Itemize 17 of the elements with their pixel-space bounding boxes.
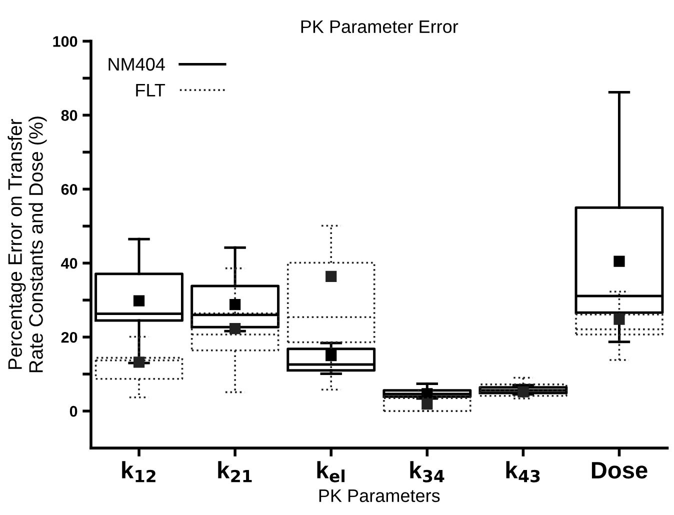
y-tick-label: 80 xyxy=(61,110,78,121)
chart-title: PK Parameter Error xyxy=(301,20,458,34)
x-tick-label: k$_{12}$ xyxy=(122,461,156,482)
x-tick-label: k$_{34}$ xyxy=(410,461,444,482)
y-tick-label: 100 xyxy=(53,36,78,47)
y-tick-label: 20 xyxy=(61,332,78,343)
x-tick-label: Dose xyxy=(592,462,648,479)
x-tick-label: k$_{21}$ xyxy=(218,461,252,482)
y-tick-label: 0 xyxy=(70,406,78,417)
y-tick-label: 40 xyxy=(61,258,78,269)
y-tick-label: 60 xyxy=(61,184,78,195)
x-tick-label: k$_{el}$ xyxy=(317,461,344,482)
x-axis-title: PK Parameters xyxy=(319,489,440,502)
legend-label: NM404 xyxy=(108,58,165,71)
x-tick-label: k$_{43}$ xyxy=(506,461,540,482)
legend-label: FLT xyxy=(136,84,166,96)
y-axis-title: Percentage Error on Transfer Rate Constants and Dose (%) xyxy=(8,116,47,372)
